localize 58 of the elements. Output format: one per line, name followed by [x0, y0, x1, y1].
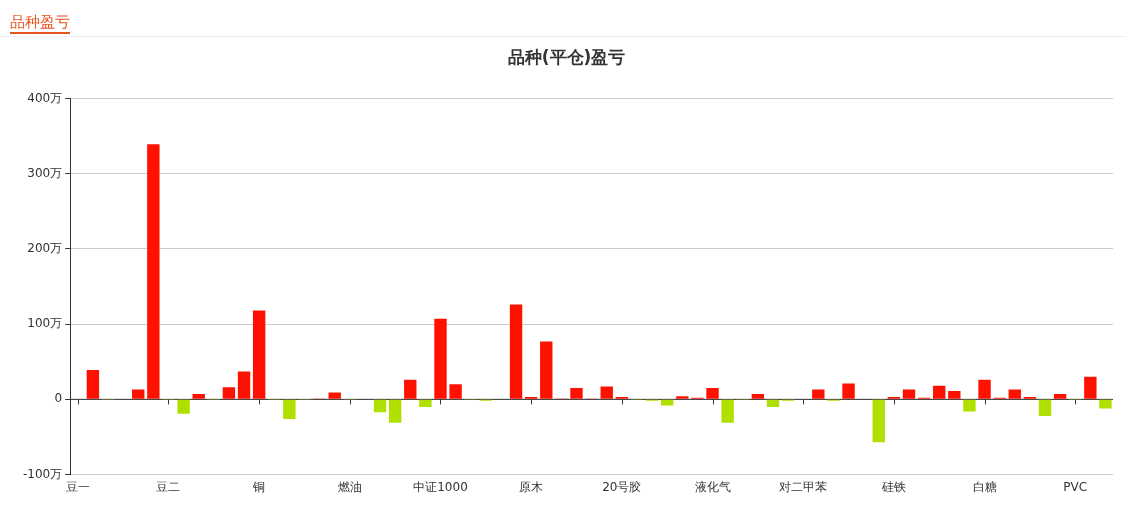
bar: [751, 394, 765, 399]
bar: [373, 399, 387, 413]
x-tick-label: PVC: [1063, 479, 1088, 494]
bar: [963, 399, 976, 412]
chart-title: 品种(平仓)盈亏: [507, 46, 626, 67]
bar: [509, 304, 523, 399]
bar: [1008, 389, 1021, 399]
bar: [222, 387, 236, 399]
y-tick-label: 300万: [27, 165, 63, 180]
bar: [600, 386, 613, 399]
y-tick-label: 100万: [27, 316, 63, 331]
x-tick-label: 豆二: [156, 479, 181, 494]
y-tick-label: 400万: [27, 90, 63, 105]
bar: [948, 391, 961, 399]
bar: [419, 399, 432, 407]
bar: [192, 394, 205, 399]
bar: [252, 310, 266, 399]
x-tick-label: 对二甲苯: [779, 479, 828, 494]
bar: [388, 399, 402, 423]
y-tick-label: -100万: [23, 466, 63, 481]
y-tick-label: 200万: [27, 241, 63, 256]
bar: [177, 399, 190, 414]
bar: [147, 144, 160, 399]
x-tick-label: 液化气: [694, 479, 731, 494]
bar: [237, 371, 251, 399]
bar: [283, 399, 296, 419]
bar: [902, 389, 916, 399]
bar: [449, 384, 462, 399]
bar: [434, 318, 447, 399]
bar: [676, 396, 689, 399]
bar: [1084, 376, 1097, 399]
bar: [404, 379, 417, 399]
bar: [1099, 399, 1112, 409]
bar: [328, 392, 341, 399]
x-tick-label: 豆一: [65, 479, 90, 494]
x-tick-label: 铜: [252, 479, 266, 494]
x-tick-label: 20号胶: [602, 479, 642, 494]
bar: [812, 389, 825, 399]
text: 品种盈亏: [10, 12, 70, 34]
bar: [872, 399, 885, 443]
x-tick-label: 硅铁: [880, 479, 906, 494]
bar: [86, 370, 100, 399]
y-tick-label: 0: [54, 391, 63, 406]
bar: [766, 399, 780, 407]
x-tick-label: 中证1000: [413, 479, 468, 494]
bar: [721, 399, 734, 423]
x-tick-label: 原木: [519, 479, 544, 494]
bar: [1038, 399, 1052, 416]
bar: [132, 389, 145, 399]
x-tick-label: 白糖: [972, 479, 997, 494]
bar: [1053, 394, 1067, 399]
bar: [978, 379, 991, 399]
bar: [706, 388, 719, 399]
bar: [933, 385, 946, 399]
bar: [570, 388, 583, 399]
bar: [540, 341, 553, 399]
x-tick-label: 燃油: [337, 479, 362, 494]
bar: [842, 383, 855, 399]
